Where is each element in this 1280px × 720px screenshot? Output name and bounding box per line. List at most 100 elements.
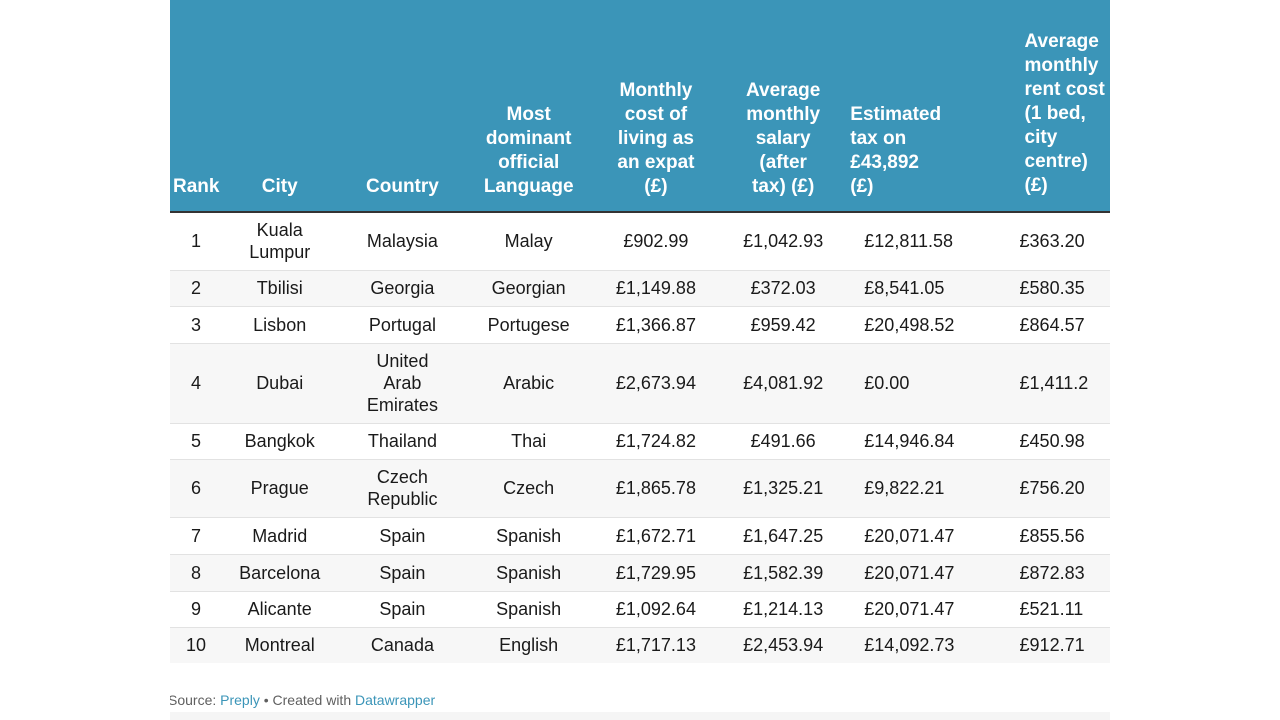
cell-city: Alicante: [222, 591, 338, 628]
cell-city: Barcelona: [222, 554, 338, 592]
cell-cost: £1,724.82: [589, 423, 723, 460]
cell-rent: £912.71: [974, 627, 1110, 663]
header-cost[interactable]: Monthly cost of living as an expat (£): [589, 0, 723, 212]
cell-city: Madrid: [222, 517, 338, 555]
cell-rent: £580.35: [974, 270, 1110, 307]
cell-language: Thai: [467, 423, 590, 460]
cell-language: Georgian: [467, 270, 590, 307]
cell-rank: 6: [170, 459, 223, 518]
cell-cost: £1,149.88: [589, 270, 723, 307]
cell-country: Canada: [337, 627, 468, 663]
cell-country: Thailand: [337, 423, 468, 460]
cell-language: Spanish: [467, 517, 590, 555]
cell-cost: £902.99: [589, 212, 723, 271]
cell-language: Arabic: [467, 343, 590, 424]
cell-cost: £2,673.94: [589, 343, 723, 424]
table-row: 2 Tbilisi Georgia Georgian £1,149.88 £372.03 £…: [170, 270, 1110, 307]
cost-of-living-table: Rank City Country Most dominant official…: [170, 0, 1110, 663]
cell-rank: 9: [170, 591, 223, 628]
cell-rent: £855.56: [974, 517, 1110, 555]
cell-rent: £756.20: [974, 459, 1110, 518]
cell-city: Prague: [222, 459, 338, 518]
cell-tax: £20,498.52: [844, 306, 975, 344]
cell-tax: £9,822.21: [844, 459, 975, 518]
table-container: Rank City Country Most dominant official…: [170, 0, 1110, 663]
cell-language: Spanish: [467, 591, 590, 628]
table-body: 1 Kuala Lumpur Malaysia Malay £902.99 £1,042.…: [170, 212, 1110, 663]
datawrapper-link[interactable]: Datawrapper: [355, 692, 436, 708]
cell-rent: £1,411.2: [974, 343, 1110, 424]
header-rent[interactable]: Average monthly rent cost (1 bed, city c…: [974, 0, 1110, 212]
bottom-bar: [170, 712, 1110, 720]
cell-rank: 3: [170, 306, 223, 344]
table-row: 7 Madrid Spain Spanish £1,672.71 £1,647.25 £20…: [170, 517, 1110, 555]
table-row: 5 Bangkok Thailand Thai £1,724.82 £491.66 £14,…: [170, 423, 1110, 460]
cell-language: Malay: [467, 212, 590, 271]
cell-city: Kuala Lumpur: [222, 212, 338, 271]
cell-cost: £1,717.13: [589, 627, 723, 663]
table-row: 6 Prague Czech Republic Czech £1,865.78 £1,32…: [170, 459, 1110, 518]
header-language[interactable]: Most dominant official Language: [467, 0, 590, 212]
cell-city: Dubai: [222, 343, 338, 424]
cell-tax: £8,541.05: [844, 270, 975, 307]
cell-rank: 4: [170, 343, 223, 424]
cell-language: Spanish: [467, 554, 590, 592]
cell-tax: £12,811.58: [844, 212, 975, 271]
cell-city: Tbilisi: [222, 270, 338, 307]
header-rank[interactable]: Rank: [170, 0, 223, 212]
cell-country: Spain: [337, 554, 468, 592]
cell-cost: £1,865.78: [589, 459, 723, 518]
table-header: Rank City Country Most dominant official…: [170, 0, 1110, 212]
cell-city: Montreal: [222, 627, 338, 663]
header-tax[interactable]: Estimated tax on £43,892 (£): [844, 0, 975, 212]
source-label: Source:: [170, 692, 221, 708]
header-salary[interactable]: Average monthly salary (after tax) (£): [722, 0, 845, 212]
cell-salary: £1,214.13: [722, 591, 845, 628]
cell-cost: £1,672.71: [589, 517, 723, 555]
table-row: 8 Barcelona Spain Spanish £1,729.95 £1,582.39…: [170, 554, 1110, 592]
cell-rent: £363.20: [974, 212, 1110, 271]
cell-rent: £872.83: [974, 554, 1110, 592]
table-row: 1 Kuala Lumpur Malaysia Malay £902.99 £1,042.…: [170, 212, 1110, 271]
cell-country: Portugal: [337, 306, 468, 344]
cell-cost: £1,366.87: [589, 306, 723, 344]
cell-country: Malaysia: [337, 212, 468, 271]
cell-tax: £20,071.47: [844, 517, 975, 555]
cell-language: Portugese: [467, 306, 590, 344]
cell-rent: £864.57: [974, 306, 1110, 344]
cell-salary: £372.03: [722, 270, 845, 307]
created-with-label: • Created with: [259, 692, 355, 708]
table-row: 3 Lisbon Portugal Portugese £1,366.87 £959.42…: [170, 306, 1110, 344]
cell-tax: £20,071.47: [844, 591, 975, 628]
cell-salary: £1,647.25: [722, 517, 845, 555]
cell-rank: 2: [170, 270, 223, 307]
cell-rent: £521.11: [974, 591, 1110, 628]
cell-rank: 1: [170, 212, 223, 271]
cell-rank: 8: [170, 554, 223, 592]
cell-tax: £20,071.47: [844, 554, 975, 592]
cell-cost: £1,729.95: [589, 554, 723, 592]
cell-country: Czech Republic: [337, 459, 468, 518]
source-link[interactable]: Preply: [220, 692, 260, 708]
cell-city: Lisbon: [222, 306, 338, 344]
cell-language: English: [467, 627, 590, 663]
cell-salary: £4,081.92: [722, 343, 845, 424]
cell-salary: £491.66: [722, 423, 845, 460]
header-row: Rank City Country Most dominant official…: [170, 0, 1110, 212]
cell-rank: 10: [170, 627, 223, 663]
source-footer: Source: Preply • Created with Datawrappe…: [170, 692, 435, 708]
cell-city: Bangkok: [222, 423, 338, 460]
cell-country: Georgia: [337, 270, 468, 307]
header-city[interactable]: City: [222, 0, 338, 212]
cell-country: United Arab Emirates: [337, 343, 468, 424]
table-row: 4 Dubai United Arab Emirates Arabic £2,673.9…: [170, 343, 1110, 424]
cell-salary: £2,453.94: [722, 627, 845, 663]
cell-tax: £14,946.84: [844, 423, 975, 460]
cell-tax: £0.00: [844, 343, 975, 424]
cell-language: Czech: [467, 459, 590, 518]
cell-salary: £959.42: [722, 306, 845, 344]
cell-country: Spain: [337, 517, 468, 555]
cell-tax: £14,092.73: [844, 627, 975, 663]
cell-rank: 7: [170, 517, 223, 555]
header-country[interactable]: Country: [337, 0, 468, 212]
